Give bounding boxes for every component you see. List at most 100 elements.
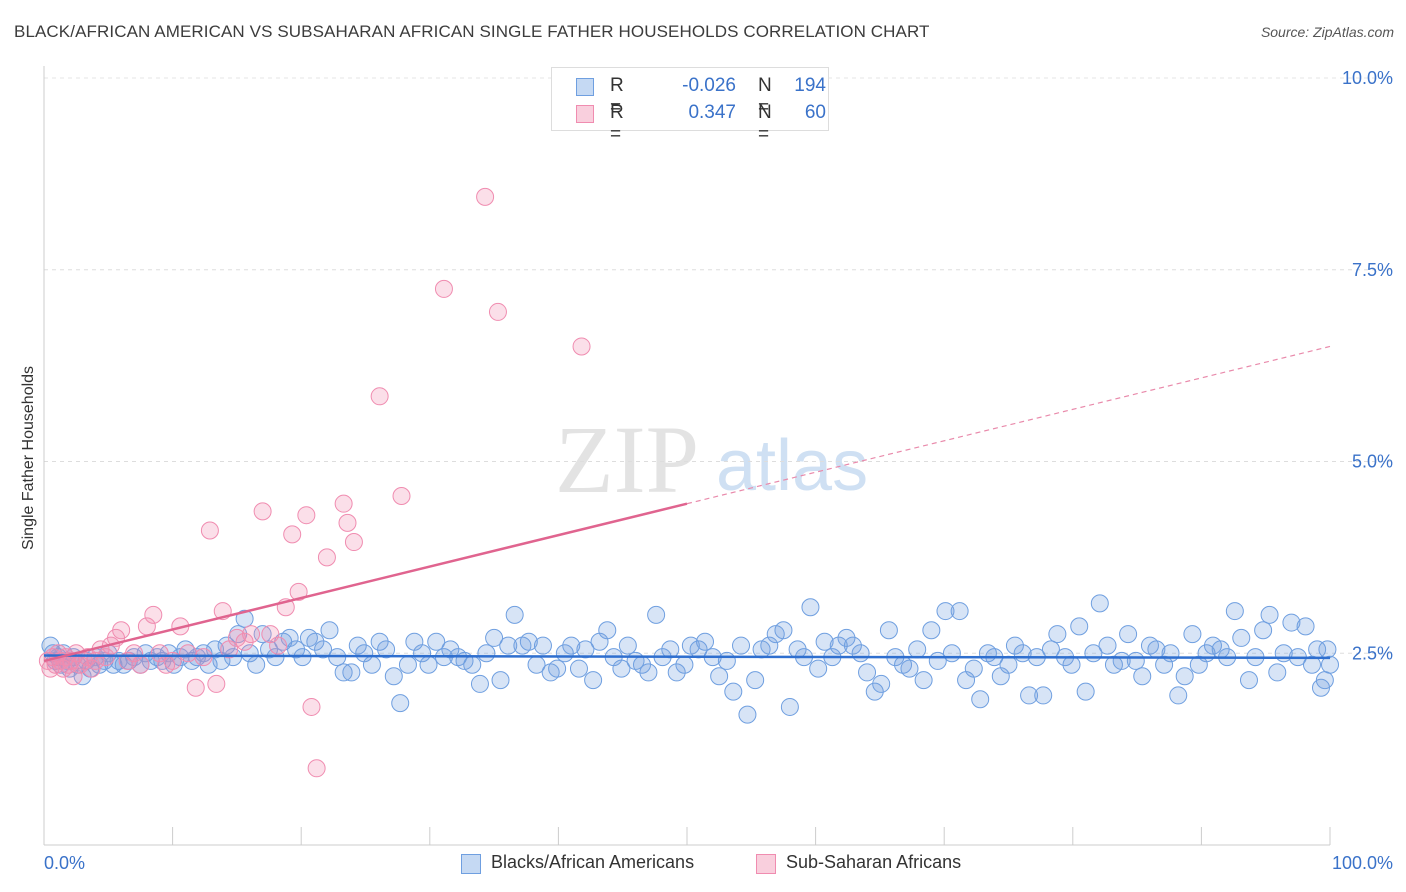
data-point-blacks — [1062, 655, 1081, 674]
watermark-atlas: atlas — [716, 426, 868, 506]
data-point-blacks — [999, 655, 1018, 674]
y-axis-label: Single Father Households — [20, 365, 37, 551]
trend-line-subsaharan — [43, 502, 688, 663]
data-point-subsaharan — [242, 625, 261, 644]
data-point-blacks — [647, 605, 666, 624]
y-tick-label: 5.0% — [1352, 452, 1393, 472]
data-point-subsaharan — [302, 697, 321, 716]
data-point-blacks — [413, 644, 432, 663]
data-point-blacks — [950, 602, 969, 621]
data-point-blacks — [710, 667, 729, 686]
data-point-blacks — [235, 609, 254, 628]
data-point-blacks — [746, 671, 765, 690]
data-point-blacks — [900, 659, 919, 678]
data-point-subsaharan — [112, 621, 131, 640]
data-point-subsaharan — [488, 302, 507, 321]
data-point-blacks — [1070, 617, 1089, 636]
data-point-blacks — [1315, 671, 1334, 690]
data-point-blacks — [485, 628, 504, 647]
data-point-blacks — [377, 640, 396, 659]
data-point-blacks — [1005, 636, 1024, 655]
data-point-blacks — [879, 621, 898, 640]
data-point-blacks — [858, 663, 877, 682]
data-point-blacks — [427, 632, 446, 651]
data-point-subsaharan — [476, 187, 495, 206]
data-point-blacks — [908, 640, 927, 659]
data-point-blacks — [801, 598, 820, 617]
trend-lines — [43, 345, 1331, 663]
data-point-blacks — [306, 632, 325, 651]
data-point-blacks — [971, 690, 990, 709]
n-value: 60 — [804, 102, 826, 123]
data-point-blacks — [334, 663, 353, 682]
data-point-subsaharan — [392, 487, 411, 506]
data-point-blacks — [936, 602, 955, 621]
data-point-blacks — [398, 655, 417, 674]
axes — [43, 66, 1331, 846]
data-point-subsaharan — [96, 648, 115, 667]
x-tick-label: 0.0% — [44, 853, 85, 873]
data-point-blacks — [320, 621, 339, 640]
data-point-blacks — [618, 636, 637, 655]
data-point-subsaharan — [131, 655, 150, 674]
r-value: 0.347 — [688, 102, 736, 123]
data-point-blacks — [314, 640, 333, 659]
data-point-blacks — [1119, 625, 1138, 644]
data-point-subsaharan — [572, 337, 591, 356]
n-value: 194 — [794, 75, 826, 96]
data-point-blacks — [470, 674, 489, 693]
y-tick-label: 10.0% — [1342, 68, 1393, 88]
data-point-blacks — [576, 640, 595, 659]
data-point-blacks — [391, 694, 410, 713]
data-point-blacks — [548, 659, 567, 678]
data-point-blacks — [240, 644, 259, 663]
chart-title: BLACK/AFRICAN AMERICAN VS SUBSAHARAN AFR… — [14, 22, 930, 41]
data-point-blacks — [1020, 686, 1039, 705]
data-point-blacks — [348, 636, 367, 655]
data-point-blacks — [1260, 605, 1279, 624]
stats-legend: R = -0.026 N = 194 R = 0.347 N = 60 — [551, 67, 829, 145]
data-point-blacks — [73, 667, 92, 686]
data-point-blacks — [287, 640, 306, 659]
data-point-blacks — [499, 636, 518, 655]
data-point-blacks — [964, 659, 983, 678]
data-point-subsaharan — [125, 644, 144, 663]
data-point-subsaharan — [200, 521, 219, 540]
data-point-blacks — [843, 636, 862, 655]
data-point-blacks — [1183, 625, 1202, 644]
data-point-subsaharan — [269, 636, 288, 655]
data-point-blacks — [837, 628, 856, 647]
r-label: R = — [610, 75, 624, 118]
data-point-blacks — [1155, 655, 1174, 674]
data-point-blacks — [584, 671, 603, 690]
data-point-blacks — [851, 644, 870, 663]
data-point-blacks — [1098, 636, 1117, 655]
data-point-blacks — [914, 671, 933, 690]
data-point-blacks — [533, 636, 552, 655]
data-point-blacks — [1126, 651, 1145, 670]
data-point-blacks — [1321, 655, 1339, 674]
legend-swatch-pink — [756, 854, 776, 874]
data-point-subsaharan — [289, 582, 308, 601]
data-point-blacks — [724, 682, 743, 701]
data-point-blacks — [260, 640, 279, 659]
data-point-blacks — [463, 655, 482, 674]
data-point-blacks — [815, 632, 834, 651]
legend-swatch-blue — [576, 78, 594, 96]
data-point-blacks — [774, 621, 793, 640]
data-point-blacks — [942, 644, 961, 663]
data-point-subsaharan — [307, 759, 326, 778]
data-point-subsaharan — [370, 387, 389, 406]
data-point-blacks — [598, 621, 617, 640]
data-point-blacks — [1268, 663, 1287, 682]
legend-swatch-blue — [461, 854, 481, 874]
data-point-blacks — [194, 644, 213, 663]
data-point-blacks — [1239, 671, 1258, 690]
legend-label: Blacks/African Americans — [491, 852, 695, 872]
data-point-subsaharan — [344, 533, 363, 552]
data-point-subsaharan — [253, 502, 272, 521]
data-point-blacks — [477, 644, 496, 663]
data-point-blacks — [362, 655, 381, 674]
data-point-blacks — [1282, 613, 1301, 632]
data-point-blacks — [760, 636, 779, 655]
